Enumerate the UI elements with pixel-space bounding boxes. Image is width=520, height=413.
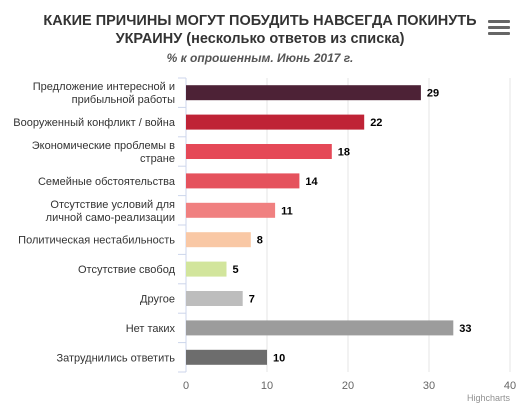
hamburger-menu-icon[interactable]	[488, 20, 510, 36]
category-label-3: Семейные обстоятельства	[38, 176, 176, 188]
highcharts-credit[interactable]: Highcharts	[466, 393, 510, 403]
data-label-2: 18	[338, 147, 350, 159]
data-label-0: 29	[427, 88, 439, 100]
bar-4	[186, 202, 276, 218]
category-label-6: Отсутствие свобод	[78, 264, 176, 276]
category-label-5: Политическая нестабильность	[18, 235, 175, 247]
category-label-0: Предложение интересной и прибыльной работ…	[33, 81, 175, 106]
data-label-8: 33	[459, 323, 471, 335]
chart-title-line2: УКРАИНУ (несколько ответов из списка)	[115, 31, 405, 47]
data-label-1: 22	[370, 117, 382, 129]
category-label-9: Затруднились ответить	[56, 352, 175, 364]
category-label-1: Вооруженный конфликт / война	[13, 117, 176, 129]
data-label-5: 8	[257, 235, 263, 247]
chart-title: КАКИЕ ПРИЧИНЫ МОГУТ ПОБУДИТЬ НАВСЕГДА ПО…	[0, 12, 520, 48]
data-label-7: 7	[249, 294, 255, 306]
data-label-6: 5	[233, 264, 239, 276]
data-label-4: 11	[281, 205, 293, 217]
category-label-7: Другое	[140, 294, 175, 306]
data-label-3: 14	[305, 176, 318, 188]
bar-0	[186, 85, 421, 101]
bar-1	[186, 114, 365, 130]
x-tick-label-3: 30	[423, 380, 435, 392]
chart-subtitle: % к опрошенным. Июнь 2017 г.	[166, 51, 354, 65]
bar-5	[186, 232, 251, 248]
x-tick-label-2: 20	[342, 380, 354, 392]
data-label-9: 10	[273, 352, 285, 364]
category-label-2: Экономические проблемы в стране	[32, 140, 175, 165]
category-label-8: Нет таких	[126, 323, 176, 335]
bar-3	[186, 173, 300, 189]
bar-6	[186, 261, 227, 277]
bar-2	[186, 144, 332, 159]
x-tick-label-1: 10	[261, 380, 273, 392]
category-label-4: Отсутствие условий для личной само-реализ…	[46, 199, 175, 224]
chart-title-line1: КАКИЕ ПРИЧИНЫ МОГУТ ПОБУДИТЬ НАВСЕГДА ПО…	[43, 13, 477, 29]
bar-9	[186, 349, 267, 365]
bar-8	[186, 320, 454, 336]
x-tick-label-4: 40	[504, 380, 516, 392]
bar-7	[186, 291, 243, 306]
x-tick-label-0: 0	[183, 380, 189, 392]
